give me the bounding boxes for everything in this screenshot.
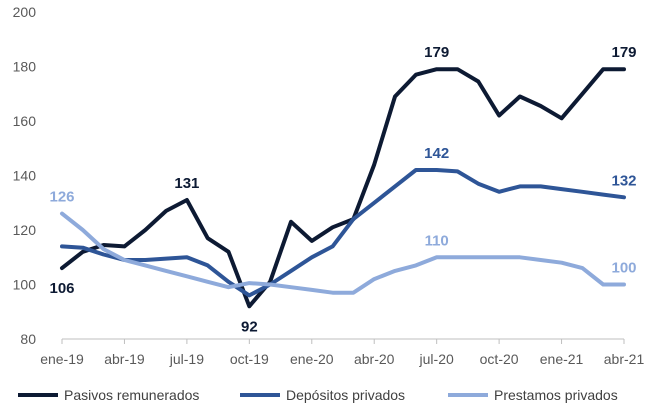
x-tick-label: jul-20 (419, 351, 454, 367)
series-line-depositos-privados (60, 168, 626, 298)
data-label-depositos-privados: 132 (611, 172, 636, 189)
data-label-depositos-privados: 142 (424, 145, 449, 162)
chart-lines (60, 67, 626, 309)
data-label-prestamos-privados: 110 (425, 232, 449, 249)
y-tick-label: 80 (20, 331, 36, 347)
x-tick-label: oct-19 (230, 351, 269, 367)
data-label-pasivos-remunerados: 179 (424, 44, 449, 61)
x-tick-label: oct-20 (480, 351, 519, 367)
data-label-pasivos-remunerados: 179 (611, 44, 636, 61)
x-tick-label: abr-21 (604, 351, 645, 367)
legend-label-pasivos-remunerados: Pasivos remunerados (64, 387, 199, 403)
x-tick-label: ene-20 (290, 351, 334, 367)
series-line-prestamos-privados (60, 211, 626, 295)
y-tick-label: 180 (13, 59, 37, 75)
y-tick-label: 120 (13, 222, 37, 238)
chart-data-labels: 106 131 92 179 179 142 132 126 110 100 (49, 44, 636, 335)
data-label-pasivos-remunerados: 92 (241, 318, 258, 335)
y-tick-label: 200 (13, 4, 37, 20)
data-label-prestamos-privados: 100 (611, 260, 636, 277)
chart-axes: 80 100 120 140 160 180 200 ene-19 abr-19 jul-19 oc… (13, 4, 645, 367)
legend-label-depositos-privados: Depósitos privados (286, 387, 405, 403)
data-label-prestamos-privados: 126 (49, 189, 74, 206)
data-label-pasivos-remunerados: 131 (174, 175, 199, 192)
chart-legend: Pasivos remunerados Depósitos privados Pre… (18, 387, 618, 403)
data-label-pasivos-remunerados: 106 (49, 280, 74, 297)
x-tick-label: ene-21 (540, 351, 584, 367)
legend-label-prestamos-privados: Prestamos privados (494, 387, 618, 403)
x-tick-label: abr-19 (104, 351, 145, 367)
y-tick-label: 140 (13, 168, 37, 184)
x-tick-label: jul-19 (169, 351, 204, 367)
series-line-pasivos-remunerados (60, 67, 626, 309)
y-tick-label: 160 (13, 113, 37, 129)
x-tick-label: abr-20 (354, 351, 395, 367)
y-tick-label: 100 (13, 277, 37, 293)
x-tick-label: ene-19 (40, 351, 84, 367)
